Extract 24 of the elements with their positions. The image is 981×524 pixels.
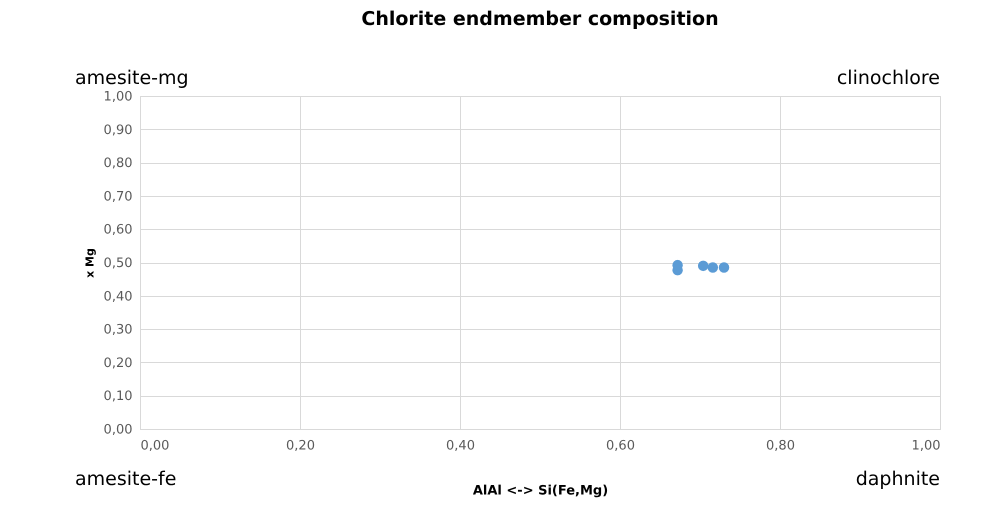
x-tick-label: 0,60 xyxy=(606,438,635,454)
text: amesite-mg xyxy=(75,67,189,89)
text: clinochlore xyxy=(836,67,940,89)
y-tick-label: 0,00 xyxy=(104,422,132,438)
y-tick-label: 0,40 xyxy=(104,289,132,304)
y-tick-label: 0,70 xyxy=(104,189,132,204)
x-tick-label: 1,00 xyxy=(912,438,940,454)
y-tick-label: 0,10 xyxy=(104,389,132,404)
chart-title: Chlorite endmember composition xyxy=(361,8,719,30)
x-tick-label: 0,20 xyxy=(286,438,315,454)
y-tick-label: 0,20 xyxy=(104,356,132,371)
y-tick-label: 0,30 xyxy=(104,322,132,338)
y-tick-label: 0,50 xyxy=(104,256,132,271)
text: amesite-fe xyxy=(75,468,176,490)
y-tick-label: 0,90 xyxy=(104,122,132,138)
x-tick-label: 0,40 xyxy=(446,438,475,454)
y-tick-label: 0,80 xyxy=(104,156,132,172)
y-tick-label: 1,00 xyxy=(104,90,132,104)
y-axis-title: x Mg xyxy=(84,248,97,278)
y-tick-label: 0,60 xyxy=(104,222,132,238)
x-tick-label: 0,80 xyxy=(766,438,795,454)
x-tick-label: 0,00 xyxy=(140,438,170,454)
x-axis-title: AlAl <-> Si(Fe,Mg) xyxy=(472,484,608,498)
text: daphnite xyxy=(856,468,940,490)
